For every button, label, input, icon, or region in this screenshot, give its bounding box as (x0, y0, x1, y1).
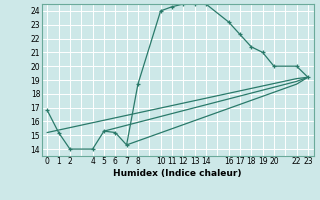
X-axis label: Humidex (Indice chaleur): Humidex (Indice chaleur) (113, 169, 242, 178)
